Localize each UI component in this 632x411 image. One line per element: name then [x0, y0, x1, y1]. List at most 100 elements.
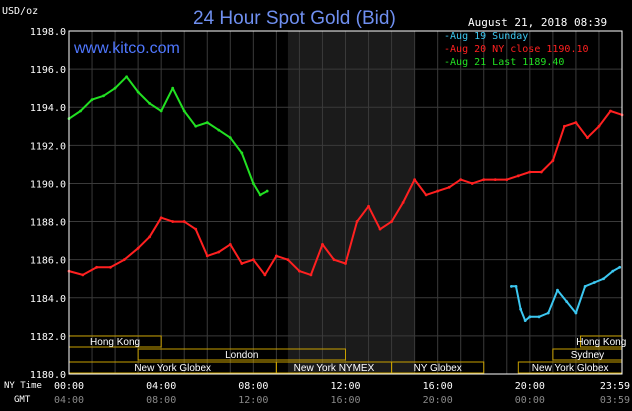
- legend-swatch: -: [444, 44, 451, 55]
- x-tick-label-gmt: 16:00: [330, 395, 360, 406]
- data-point: [240, 151, 244, 155]
- y-tick-label: 1192.0: [30, 141, 66, 152]
- x-tick-label-ny: 08:00: [238, 381, 268, 392]
- y-tick-label: 1182.0: [30, 332, 66, 343]
- data-point: [367, 204, 370, 208]
- market-session-label: Sydney: [571, 350, 604, 361]
- data-point: [217, 250, 221, 254]
- data-point: [493, 178, 497, 182]
- data-point: [122, 258, 126, 262]
- data-point: [482, 178, 486, 182]
- y-tick-label: 1188.0: [30, 218, 66, 229]
- y-tick-label: 1190.0: [30, 179, 66, 190]
- series-line-1: [68, 110, 623, 276]
- y-axis-units: USD/oz: [2, 6, 39, 17]
- ny-time-row-label: NY Time: [4, 381, 42, 391]
- data-point: [159, 216, 163, 220]
- data-point: [171, 220, 175, 223]
- data-point: [355, 220, 359, 223]
- data-point: [602, 277, 605, 281]
- legend-item-aug21: -Aug 21 Last 1189.40: [444, 57, 564, 68]
- x-tick-label-ny: 12:00: [330, 381, 360, 392]
- legend-label: Aug 21 Last 1189.40: [450, 57, 565, 68]
- data-point: [583, 284, 587, 288]
- gmt-row-label: GMT: [14, 395, 31, 405]
- data-point: [565, 300, 569, 303]
- data-point: [551, 159, 555, 162]
- data-point: [459, 178, 463, 182]
- data-point: [263, 273, 267, 277]
- data-point: [537, 315, 541, 319]
- y-tick-label: 1198.0: [30, 27, 66, 38]
- data-point: [378, 227, 382, 231]
- data-point: [136, 90, 140, 94]
- data-point: [228, 243, 232, 246]
- data-point: [148, 102, 152, 105]
- x-tick-label-gmt: 20:00: [423, 395, 453, 406]
- data-point: [390, 220, 393, 223]
- data-point: [586, 136, 589, 140]
- data-point: [618, 265, 622, 269]
- data-point: [519, 307, 523, 311]
- data-point: [182, 220, 186, 223]
- data-point: [609, 109, 612, 113]
- data-point: [523, 319, 527, 323]
- data-point: [436, 189, 440, 193]
- x-tick-label-gmt: 12:00: [238, 395, 268, 406]
- y-tick-label: 1186.0: [30, 256, 66, 267]
- y-tick-label: 1180.0: [30, 370, 66, 381]
- data-point: [298, 269, 301, 273]
- timestamp: August 21, 2018 08:39: [468, 16, 608, 29]
- data-point: [136, 246, 140, 250]
- legend-swatch: -: [444, 57, 451, 68]
- data-point: [95, 265, 99, 269]
- x-tick-label-gmt: 03:59: [600, 395, 630, 406]
- data-point: [258, 193, 262, 197]
- data-point: [102, 94, 105, 98]
- data-point: [265, 189, 269, 193]
- data-point: [470, 182, 474, 185]
- data-point: [228, 136, 232, 140]
- data-point: [562, 124, 566, 128]
- data-point: [90, 98, 94, 101]
- legend-label: Aug 19 Sunday: [450, 31, 529, 42]
- x-tick-label-gmt: 04:00: [54, 395, 84, 406]
- data-point: [194, 124, 198, 128]
- x-tick-label-gmt: 08:00: [146, 395, 176, 406]
- data-point: [109, 265, 112, 269]
- data-point: [510, 284, 513, 288]
- data-point: [205, 254, 209, 258]
- data-point: [546, 311, 550, 315]
- market-session-box: [391, 361, 485, 374]
- data-point: [514, 284, 518, 288]
- data-point: [240, 262, 244, 265]
- data-point: [597, 124, 601, 128]
- x-tick-label-ny: 00:00: [54, 381, 84, 392]
- market-session-label: Hong Kong: [90, 337, 140, 348]
- x-tick-label-ny: 23:59: [600, 381, 630, 392]
- data-point: [332, 258, 336, 262]
- x-tick-label-ny: 16:00: [423, 381, 453, 392]
- legend-swatch: -: [444, 31, 451, 42]
- data-point: [148, 235, 152, 239]
- legend-label: Aug 20 NY close 1190.10: [450, 44, 589, 55]
- data-point: [574, 311, 578, 315]
- x-tick-label-ny: 20:00: [515, 381, 545, 392]
- market-session-label: London: [225, 350, 258, 361]
- y-tick-label: 1194.0: [30, 103, 66, 114]
- data-point: [401, 201, 405, 204]
- data-point: [539, 170, 543, 174]
- data-point: [251, 258, 255, 262]
- data-point: [217, 128, 221, 132]
- brand-link[interactable]: www.kitco.com: [74, 40, 180, 57]
- legend-item-aug19: -Aug 19 Sunday: [444, 31, 528, 42]
- y-tick-label: 1196.0: [30, 65, 66, 76]
- data-point: [274, 254, 278, 258]
- data-point: [125, 75, 129, 79]
- market-session-label: NY Globex: [414, 363, 462, 374]
- data-point: [205, 121, 209, 124]
- data-point: [424, 193, 428, 197]
- data-point: [528, 170, 532, 174]
- data-point: [113, 86, 117, 90]
